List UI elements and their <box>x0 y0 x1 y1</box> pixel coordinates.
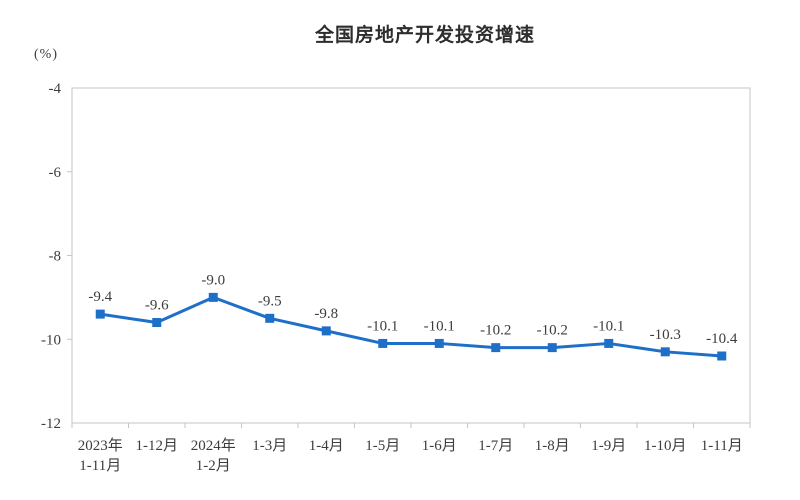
data-point-marker <box>491 343 501 353</box>
data-point-label: -10.3 <box>650 327 681 343</box>
x-axis-category-label: 1-10月 <box>644 438 687 454</box>
data-point-label: -10.2 <box>537 323 568 339</box>
x-axis-category-label: 1-12月 <box>136 438 179 454</box>
y-axis-tick-label: -12 <box>41 416 61 432</box>
x-axis-category-label: 1-9月 <box>591 438 626 454</box>
chart-title: 全国房地产开发投资增速 <box>314 25 535 46</box>
data-point-label: -10.1 <box>593 318 624 334</box>
data-point-label: -9.5 <box>258 293 282 309</box>
data-point-marker <box>717 351 727 361</box>
data-point-label: -9.8 <box>314 306 338 322</box>
data-point-marker <box>378 338 388 348</box>
plot-border <box>71 87 751 424</box>
data-point-marker <box>265 313 275 323</box>
y-axis-tick-label: -8 <box>49 249 62 265</box>
data-point-label: -9.4 <box>88 289 112 305</box>
data-point-label: -10.2 <box>480 323 511 339</box>
x-axis-category-label: 1-4月 <box>309 438 344 454</box>
data-point-marker <box>321 326 331 336</box>
y-axis-unit-label: (%) <box>34 47 58 62</box>
x-axis-category-label: 1-3月 <box>252 438 287 454</box>
x-axis-category-label: 1-11月 <box>701 438 743 454</box>
y-axis-tick-label: -4 <box>49 81 62 97</box>
data-point-marker <box>547 343 557 353</box>
y-axis-tick-label: -10 <box>41 332 61 348</box>
data-point-marker <box>660 347 670 357</box>
x-axis-category-label: 1-6月 <box>422 438 457 454</box>
data-point-label: -10.1 <box>367 318 398 334</box>
x-axis-category-label: 2023年 1-11月 <box>78 437 123 474</box>
data-point-marker <box>208 292 218 302</box>
data-point-label: -10.4 <box>706 331 738 347</box>
data-point-marker <box>152 318 162 327</box>
y-axis-tick-label: -6 <box>49 165 62 181</box>
data-point-label: -10.1 <box>424 318 455 334</box>
data-line <box>98 295 724 358</box>
data-point-marker <box>95 309 105 319</box>
data-point-marker <box>604 338 614 348</box>
data-point-label: -9.0 <box>201 272 225 288</box>
x-axis-category-label: 1-8月 <box>535 438 570 454</box>
data-point-label: -9.6 <box>145 298 169 314</box>
x-axis-category-label: 2024年 1-2月 <box>191 437 236 474</box>
x-axis-category-label: 1-7月 <box>478 438 513 454</box>
data-point-marker <box>434 338 444 348</box>
x-axis-category-label: 1-5月 <box>365 438 400 454</box>
